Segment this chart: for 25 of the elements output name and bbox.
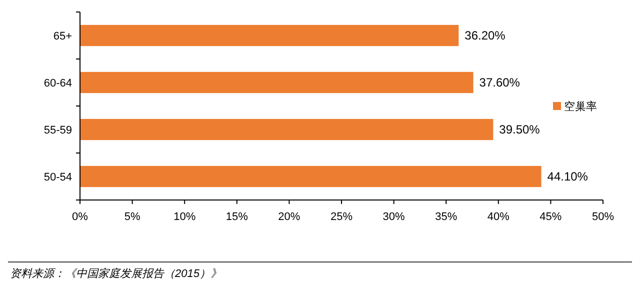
data-label: 36.20% (464, 28, 506, 42)
bar (80, 118, 494, 140)
y-tick-label: 55-59 (44, 124, 72, 136)
x-tick-label: 50% (592, 211, 614, 223)
x-tick-label: 0% (72, 211, 88, 223)
bar (80, 166, 542, 188)
x-tick-label: 10% (174, 211, 196, 223)
bar (80, 24, 459, 46)
text: 资料来源：《中国家庭发展报告（2015）》 (10, 267, 222, 280)
y-tick-label: 50-54 (44, 172, 72, 184)
x-tick-label: 45% (540, 211, 562, 223)
data-label: 39.50% (499, 122, 540, 136)
x-tick-label: 5% (124, 211, 140, 223)
x-tick-label: 25% (330, 211, 353, 223)
x-tick-label: 40% (487, 211, 510, 223)
legend-label: 空巢率 (564, 100, 597, 113)
y-tick-label: 60-64 (44, 78, 72, 90)
bar (80, 72, 474, 94)
data-label: 37.60% (479, 76, 520, 90)
y-tick-label: 65+ (53, 30, 72, 42)
data-label: 44.10% (547, 170, 588, 184)
x-tick-label: 15% (226, 211, 248, 223)
x-tick-label: 20% (278, 211, 300, 223)
x-tick-label: 35% (435, 211, 458, 223)
x-tick-label: 30% (382, 211, 406, 223)
